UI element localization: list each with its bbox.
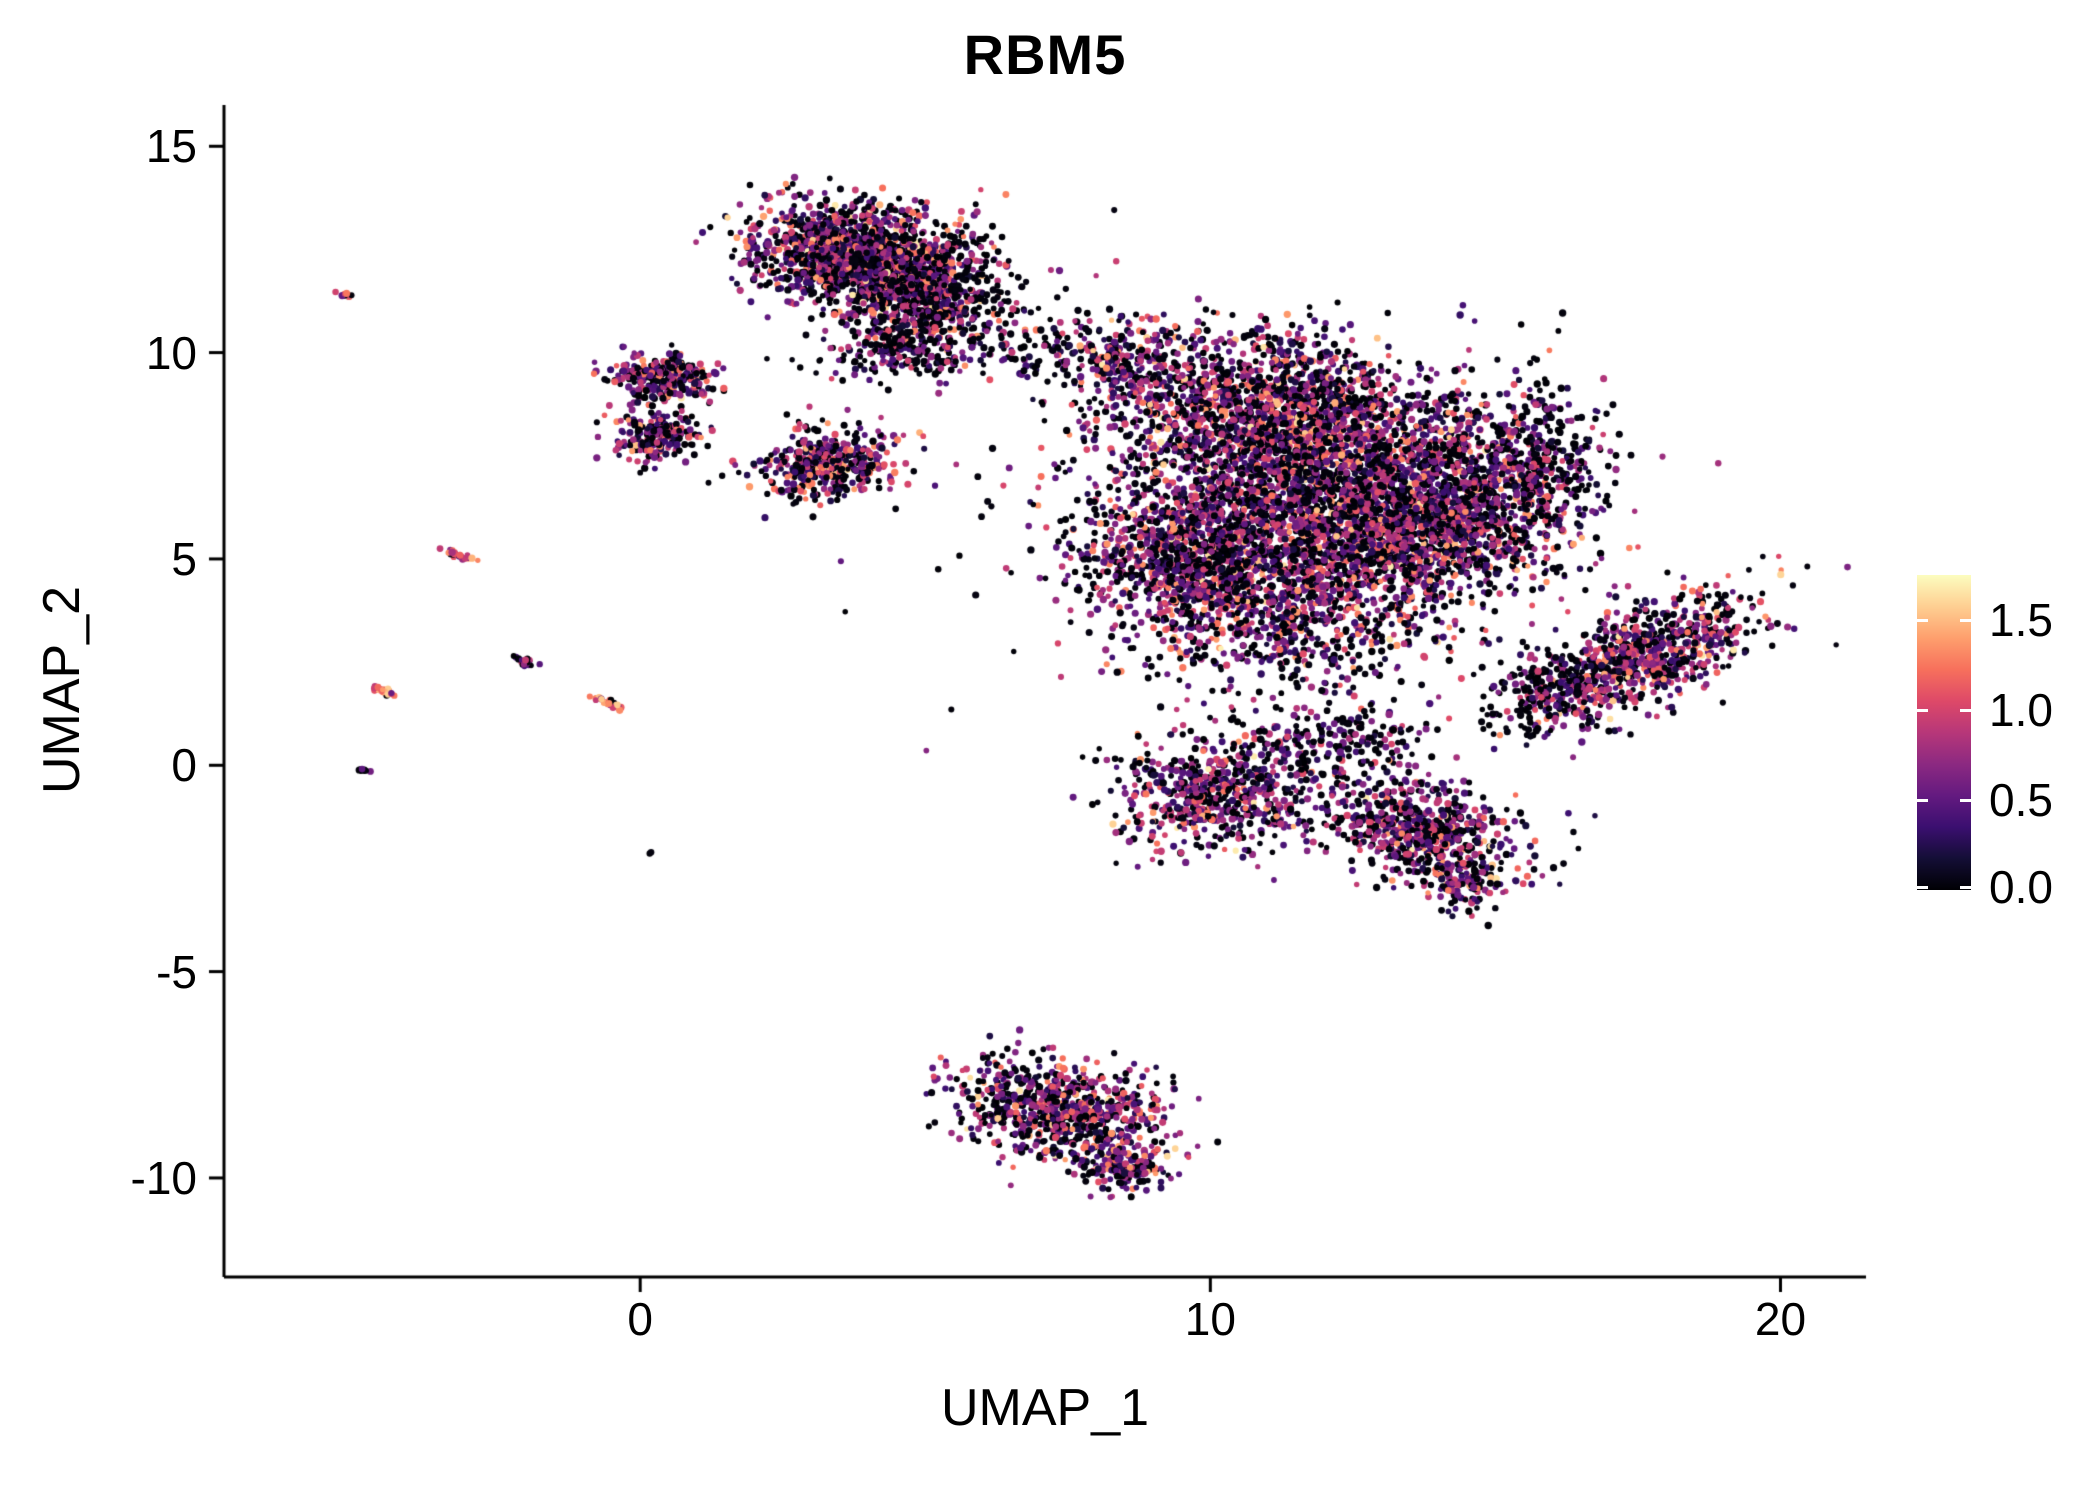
colorbar-gradient <box>1917 575 1971 890</box>
colorbar-tick-mark <box>1917 799 1928 802</box>
colorbar-tick-label: 0.0 <box>1989 861 2053 913</box>
y-tick-label: 5 <box>171 532 197 585</box>
colorbar-tick-mark <box>1960 799 1971 802</box>
colorbar-tick-mark <box>1917 619 1928 622</box>
colorbar-tick-mark <box>1960 886 1971 889</box>
y-tick-label: -5 <box>156 945 197 998</box>
y-tick-label: -10 <box>130 1151 197 1204</box>
colorbar-tick-label: 1.0 <box>1989 684 2053 736</box>
colorbar-tick-mark <box>1960 619 1971 622</box>
x-tick-label: 10 <box>1184 1293 1236 1345</box>
y-tick-label: 10 <box>145 326 197 379</box>
y-tick-label: 0 <box>171 739 197 792</box>
colorbar-tick-mark <box>1960 709 1971 712</box>
plot-title: RBM5 <box>963 23 1127 86</box>
colorbar: 1.5 1.0 0.5 0.0 <box>1917 575 2053 910</box>
colorbar-tick-mark <box>1917 709 1928 712</box>
x-axis-label: UMAP_1 <box>940 1379 1150 1437</box>
colorbar-tick-mark <box>1917 886 1928 889</box>
y-tick-label: 15 <box>145 120 197 173</box>
x-tick-label: 20 <box>1754 1293 1807 1345</box>
colorbar-tick-label: 1.5 <box>1989 594 2053 646</box>
x-tick-label: 0 <box>627 1293 653 1345</box>
colorbar-tick-label: 0.5 <box>1989 774 2053 826</box>
